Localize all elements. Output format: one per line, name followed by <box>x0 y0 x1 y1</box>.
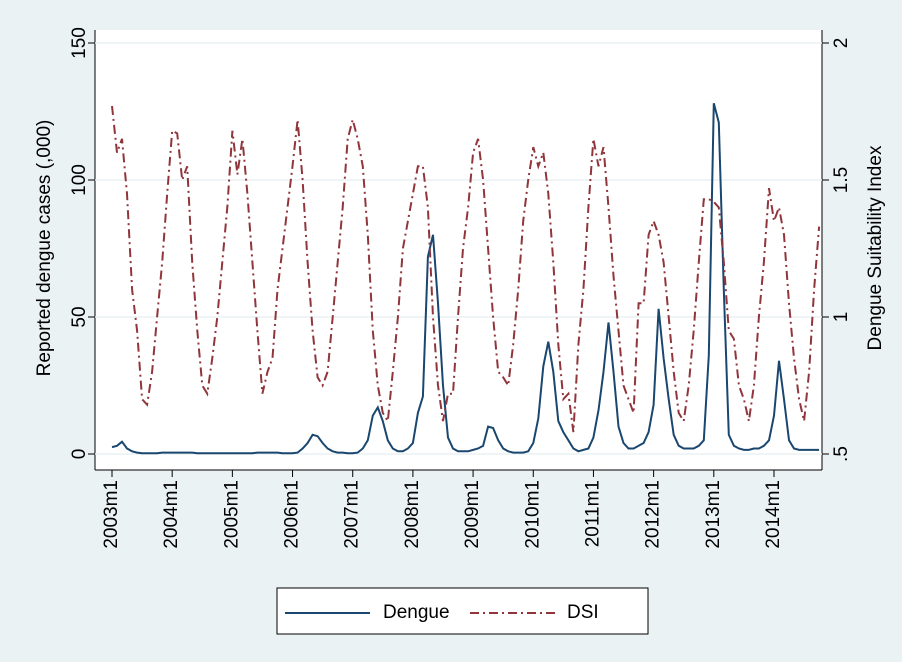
x-tick-label: 2003m1 <box>101 480 122 549</box>
x-tick-label: 2010m1 <box>522 480 543 549</box>
plot-area <box>95 30 822 470</box>
x-tick-label: 2004m1 <box>161 480 182 549</box>
data-line <box>111 103 820 455</box>
legend <box>276 587 649 635</box>
y2-tick-label: 1.5 <box>831 167 852 193</box>
x-tick-label: 2012m1 <box>643 480 664 549</box>
y2-tick-label: 2 <box>831 38 852 49</box>
y-axis-title: Reported dengue cases (,000) <box>34 120 55 377</box>
x-tick-label: 2011m1 <box>582 480 603 547</box>
x-tick-label: 2013m1 <box>703 480 724 549</box>
y2-tick-label: 1 <box>831 312 852 323</box>
y-tick-label: 100 <box>69 164 90 196</box>
y2-tick-label: .5 <box>831 446 852 462</box>
data-line <box>111 105 821 433</box>
y-tick-label: 0 <box>69 449 90 460</box>
x-tick-label: 2005m1 <box>221 480 242 549</box>
y-tick-label: 150 <box>69 27 90 59</box>
y2-axis-title: Dengue Suitability Index <box>865 145 886 350</box>
x-tick-label: 2006m1 <box>282 480 303 549</box>
x-tick-label: 2007m1 <box>342 480 363 549</box>
x-tick-label: 2014m1 <box>763 480 784 549</box>
x-tick-label: 2008m1 <box>402 480 423 549</box>
y-tick-label: 50 <box>69 306 90 327</box>
legend-label: Dengue <box>383 602 450 623</box>
x-tick-label: 2009m1 <box>462 480 483 549</box>
legend-label: DSI <box>567 602 599 623</box>
